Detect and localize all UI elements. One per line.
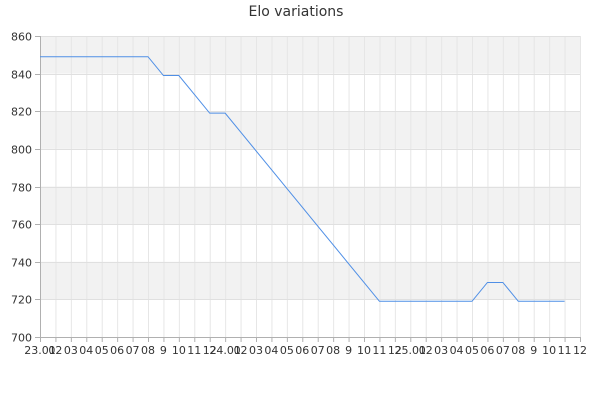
x-tick-label: 05 [95, 344, 109, 357]
x-tick-label: 11 [372, 344, 386, 357]
x-tick-label: 07 [311, 344, 325, 357]
x-tick-label: 10 [172, 344, 186, 357]
y-axis-ticks: 700 720 740 760 780 800 820 840 860 [11, 31, 40, 345]
x-tick-label: 02 [48, 344, 62, 357]
grid-band [40, 186, 580, 225]
x-tick-label: 9 [530, 344, 537, 357]
y-tick-label: 760 [11, 219, 32, 232]
x-tick-label: 08 [511, 344, 525, 357]
vertical-gridlines [40, 36, 581, 337]
grid-band [40, 261, 580, 300]
x-tick-label: 02 [419, 344, 433, 357]
y-tick-label: 780 [11, 182, 32, 195]
x-tick-label: 03 [249, 344, 263, 357]
x-tick-label: 12 [388, 344, 402, 357]
y-tick-label: 740 [11, 257, 32, 270]
x-tick-label: 07 [496, 344, 510, 357]
x-tick-label: 03 [434, 344, 448, 357]
x-tick-label: 08 [141, 344, 155, 357]
axes [40, 36, 580, 338]
chart-title: Elo variations [249, 4, 344, 20]
x-tick-label: 9 [160, 344, 167, 357]
x-tick-label: 06 [110, 344, 124, 357]
x-tick-label: 10 [542, 344, 556, 357]
x-tick-label: 11 [558, 344, 572, 357]
x-tick-label: 03 [64, 344, 78, 357]
grid-band [40, 36, 580, 74]
x-tick-label: 05 [465, 344, 479, 357]
x-tick-label: 12 [203, 344, 217, 357]
y-tick-label: 720 [11, 294, 32, 307]
x-tick-label: 08 [326, 344, 340, 357]
x-tick-label: 04 [79, 344, 93, 357]
elo-series-line [40, 56, 565, 302]
x-tick-label: 25.01 [395, 344, 427, 357]
x-tick-label: 06 [480, 344, 494, 357]
y-tick-label: 800 [11, 144, 32, 157]
x-tick-label: 04 [264, 344, 278, 357]
alternating-bands [40, 36, 580, 300]
x-tick-label: 11 [187, 344, 201, 357]
x-tick-label: 05 [280, 344, 294, 357]
y-tick-label: 820 [11, 106, 32, 119]
x-tick-label: 06 [295, 344, 309, 357]
series-group [40, 56, 565, 302]
y-tick-label: 840 [11, 69, 32, 82]
x-tick-label: 23.01 [24, 344, 56, 357]
x-tick-label: 24.01 [209, 344, 241, 357]
x-tick-label: 07 [126, 344, 140, 357]
x-tick-label: 04 [450, 344, 464, 357]
x-tick-label: 12 [573, 344, 587, 357]
x-tick-label: 10 [357, 344, 371, 357]
y-tick-label: 860 [11, 31, 32, 44]
grid-band [40, 111, 580, 149]
x-tick-label: 9 [345, 344, 352, 357]
y-tick-label: 700 [11, 332, 32, 345]
x-tick-label: 02 [234, 344, 248, 357]
